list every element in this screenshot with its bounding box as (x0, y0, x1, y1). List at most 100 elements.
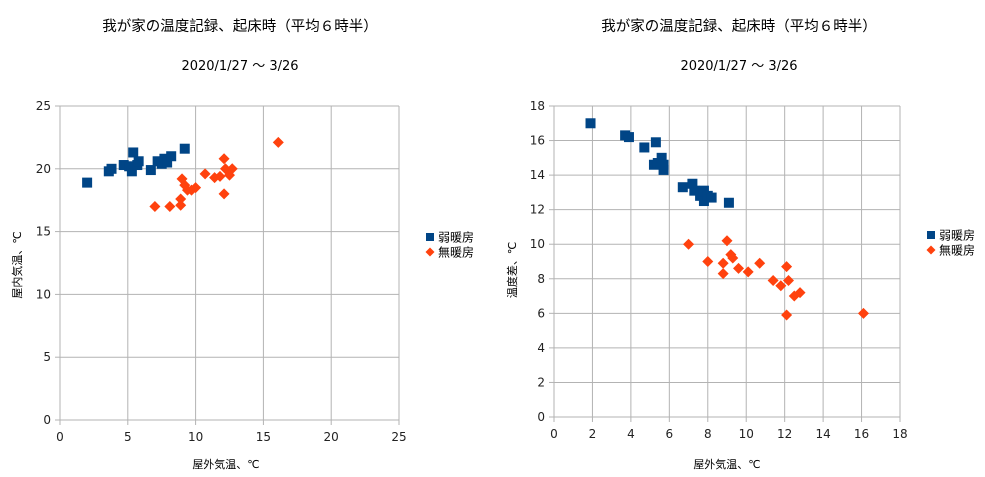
y-tick-label: 0 (537, 410, 545, 424)
data-point-no-heating (857, 307, 869, 319)
data-point-no-heating (214, 170, 226, 182)
data-point-weak-heating (650, 137, 661, 148)
x-axis-label: 屋外気温、℃ (693, 457, 760, 471)
legend-marker-square-icon (426, 233, 434, 241)
legend-marker-diamond-icon (926, 245, 936, 255)
data-point-weak-heating (585, 118, 596, 129)
data-point-no-heating (727, 252, 739, 264)
data-point-weak-heating (106, 163, 117, 174)
data-point-weak-heating (658, 159, 669, 170)
data-point-weak-heating (695, 190, 706, 201)
chart1-svg: 我が家の温度記録、起床時（平均６時半） 2020/1/27 ～ 3/26 0 2 4… (505, 18, 975, 471)
data-point-no-heating (175, 193, 187, 205)
data-point-no-heating (683, 238, 695, 250)
data-point-weak-heating (179, 143, 190, 154)
x-tick-label: 0 (550, 427, 558, 441)
x-tick-label: 0 (56, 430, 64, 444)
data-point-no-heating (733, 262, 745, 274)
y-tick-label: 5 (43, 350, 51, 364)
data-point-no-heating (164, 200, 176, 212)
x-tick-label: 10 (188, 430, 203, 444)
legend-marker-square-icon (927, 231, 935, 239)
chart-subtitle: 2020/1/27 ～ 3/26 (680, 59, 797, 74)
x-tick-label: 8 (704, 427, 712, 441)
data-point-weak-heating (689, 185, 700, 196)
x-tick-label: 18 (892, 427, 907, 441)
x-tick-label: 14 (815, 427, 830, 441)
data-point-weak-heating (156, 158, 167, 169)
data-point-no-heating (754, 257, 766, 269)
data-point-weak-heating (706, 192, 717, 203)
data-point-weak-heating (145, 165, 156, 176)
y-tick-label: 14 (530, 168, 545, 182)
y-tick-label: 20 (36, 162, 51, 176)
y-tick-label: 6 (537, 306, 545, 320)
y-tick-label: 4 (537, 341, 545, 355)
data-point-weak-heating (687, 178, 698, 189)
legend-label: 弱暖房 (939, 228, 975, 243)
legend-label: 弱暖房 (438, 230, 474, 245)
x-tick-label: 5 (124, 430, 132, 444)
x-tick-label: 6 (666, 427, 674, 441)
x-tick-label: 25 (391, 430, 406, 444)
y-axis-label: 温度差、℃ (505, 242, 519, 298)
x-axis-label: 屋外気温、℃ (192, 457, 259, 471)
x-tick-label: 10 (739, 427, 754, 441)
data-point-no-heating (781, 261, 793, 273)
data-point-no-heating (794, 287, 806, 299)
data-point-no-heating (702, 256, 714, 267)
data-point-no-heating (775, 280, 787, 292)
x-tick-label: 16 (854, 427, 869, 441)
y-tick-label: 0 (43, 413, 51, 427)
data-point-no-heating (226, 163, 238, 175)
data-point-no-heating (175, 199, 187, 211)
legend-marker-diamond-icon (425, 247, 435, 257)
data-point-weak-heating (656, 152, 667, 163)
x-tick-label: 4 (627, 427, 635, 441)
x-tick-label: 12 (777, 427, 792, 441)
y-tick-label: 15 (36, 225, 51, 239)
chart-title: 我が家の温度記録、起床時（平均６時半） (102, 18, 378, 35)
x-tick-label: 15 (256, 430, 271, 444)
x-tick-label: 20 (324, 430, 339, 444)
data-point-no-heating (190, 182, 202, 194)
y-tick-label: 10 (36, 287, 51, 301)
chart-title: 我が家の温度記録、起床時（平均６時半） (601, 18, 877, 35)
data-point-no-heating (781, 309, 793, 321)
data-point-no-heating (717, 257, 729, 269)
chart-subtitle: 2020/1/27 ～ 3/26 (181, 59, 298, 74)
y-axis-label: 屋内気温、℃ (10, 231, 24, 298)
data-point-weak-heating (623, 132, 634, 143)
y-tick-label: 8 (537, 272, 545, 286)
chart0-svg: 我が家の温度記録、起床時（平均６時半） 2020/1/27 ～ 3/26 0 5 1… (10, 18, 474, 471)
data-point-no-heating (218, 153, 230, 165)
data-point-no-heating (767, 275, 779, 287)
data-point-weak-heating (698, 196, 709, 207)
data-point-weak-heating (698, 185, 709, 196)
data-point-weak-heating (124, 161, 135, 172)
y-tick-label: 16 (530, 134, 545, 148)
data-point-weak-heating (162, 157, 173, 168)
chart-diff-vs-outdoor: 我が家の温度記録、起床時（平均６時半） 2020/1/27 ～ 3/26 0 2 4… (492, 0, 985, 477)
data-point-no-heating (783, 275, 795, 287)
y-tick-label: 10 (530, 237, 545, 251)
data-point-weak-heating (723, 197, 734, 208)
y-tick-label: 18 (530, 99, 545, 113)
data-point-no-heating (717, 268, 729, 280)
y-tick-label: 2 (537, 375, 545, 389)
data-point-weak-heating (652, 158, 663, 169)
data-point-no-heating (199, 168, 211, 180)
chart-indoor-vs-outdoor: 我が家の温度記録、起床時（平均６時半） 2020/1/27 ～ 3/26 0 5 1… (0, 0, 492, 477)
data-point-weak-heating (639, 142, 650, 153)
data-point-weak-heating (133, 156, 144, 167)
legend-label: 無暖房 (438, 245, 474, 260)
x-tick-label: 2 (589, 427, 597, 441)
legend-label: 無暖房 (939, 243, 975, 258)
data-point-weak-heating (658, 164, 669, 175)
data-point-no-heating (742, 266, 754, 278)
y-tick-label: 25 (36, 99, 51, 113)
data-point-weak-heating (118, 160, 129, 171)
data-point-no-heating (272, 136, 284, 148)
y-tick-label: 12 (530, 203, 545, 217)
data-point-no-heating (149, 200, 161, 212)
